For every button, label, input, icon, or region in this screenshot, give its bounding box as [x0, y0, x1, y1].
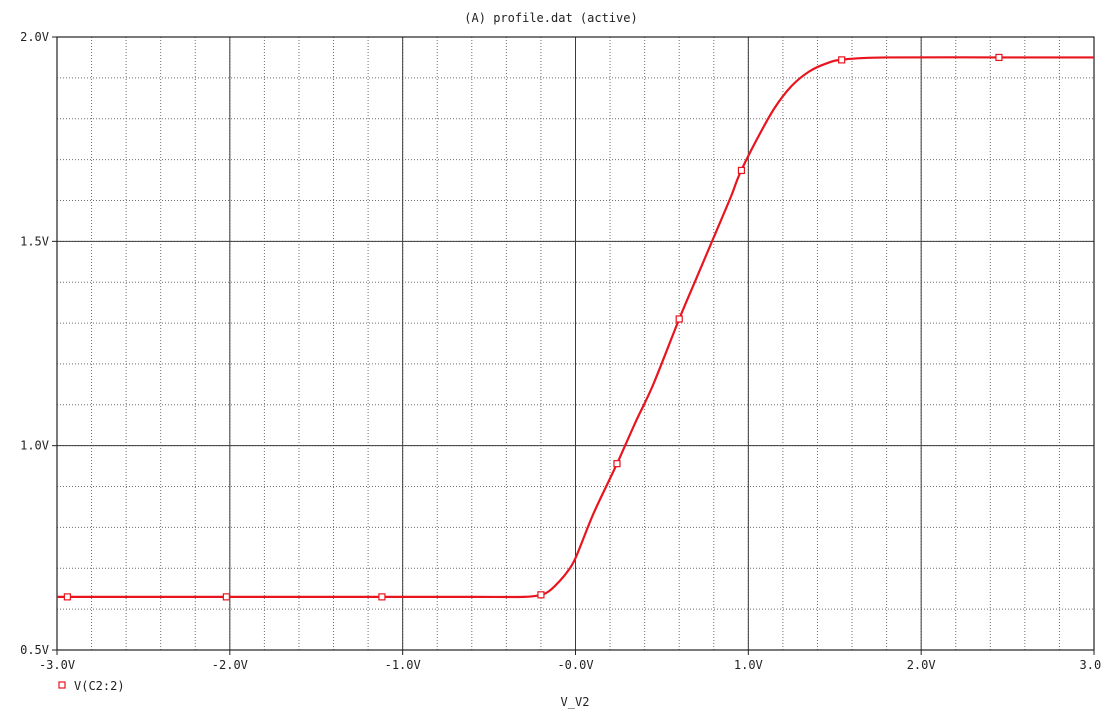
y-tick-label: 1.5V: [20, 234, 49, 248]
series-layer: [57, 53, 1094, 601]
x-tick-label: -1.0V: [385, 658, 421, 672]
x-tick-label: 2.0V: [907, 658, 936, 672]
series-marker-point: [838, 56, 846, 64]
series-marker-point: [63, 593, 71, 601]
x-tick-label: 1.0V: [734, 658, 763, 672]
y-tick-label: 0.5V: [20, 643, 49, 657]
x-tick-label: -3.0V: [39, 658, 75, 672]
x-tick-label: -0.0V: [557, 658, 593, 672]
tick-labels: -3.0V -2.0V -1.0V -0.0V 1.0V 2.0V 3.0V 0.5V 1.0V…: [20, 30, 1101, 672]
legend: V(C2:2): [58, 679, 125, 693]
chart-title: (A) profile.dat (active): [464, 11, 637, 25]
series-marker-point: [378, 593, 386, 601]
axes: [52, 36, 1095, 655]
series-marker-point: [675, 315, 683, 323]
legend-label: V(C2:2): [74, 679, 125, 693]
x-tick-label: 3.0V: [1080, 658, 1101, 672]
x-axis-label: V_V2: [561, 695, 590, 709]
series-marker-point: [537, 591, 545, 599]
series-marker-point: [737, 166, 746, 175]
x-tick-label: -2.0V: [212, 658, 248, 672]
grid: [56, 36, 1095, 651]
series-line-0: [57, 56, 1094, 599]
series-marker-point: [222, 593, 230, 601]
y-tick-label: 1.0V: [20, 439, 49, 453]
series-marker-point: [995, 53, 1003, 62]
y-tick-label: 2.0V: [20, 30, 49, 44]
legend-marker-icon: [58, 681, 66, 689]
series-marker-point: [613, 460, 621, 468]
